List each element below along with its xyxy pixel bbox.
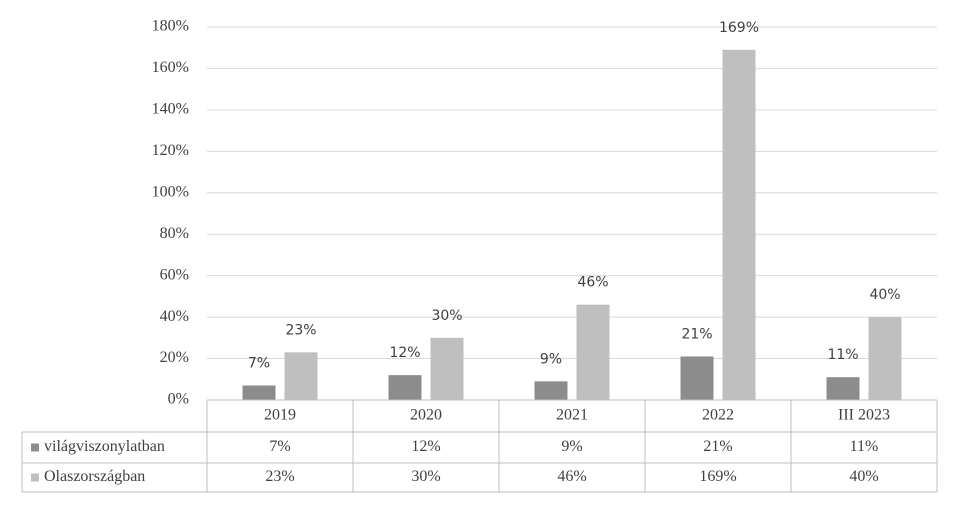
bar <box>430 337 464 400</box>
data-label: 30% <box>431 308 462 324</box>
x-tick-label: 2019 <box>264 407 296 424</box>
table-cell: 9% <box>561 438 582 455</box>
x-tick-label: 2022 <box>702 407 734 424</box>
bar <box>388 375 422 400</box>
x-tick-label: 2020 <box>410 407 442 424</box>
legend-swatch <box>31 443 39 452</box>
y-tick-label: 80% <box>160 225 189 242</box>
data-label: 12% <box>389 345 420 361</box>
y-tick-label: 100% <box>152 183 189 200</box>
bar <box>826 377 860 400</box>
y-tick-label: 40% <box>160 308 189 325</box>
x-tick-label: 2021 <box>556 407 588 424</box>
table-cell: 7% <box>269 438 290 455</box>
table-cell: 40% <box>849 468 878 485</box>
data-label: 23% <box>285 322 316 338</box>
bar <box>680 356 714 400</box>
bar <box>722 49 756 401</box>
table-cell: 46% <box>557 468 586 485</box>
data-label: 40% <box>869 287 900 303</box>
y-tick-label: 60% <box>160 266 189 283</box>
table-cell: 12% <box>411 438 440 455</box>
y-tick-label: 0% <box>168 391 189 408</box>
y-tick-label: 160% <box>152 59 189 76</box>
legend-swatch <box>31 473 39 482</box>
table-cell: 169% <box>699 468 736 485</box>
y-tick-label: 180% <box>152 18 189 35</box>
bar <box>576 304 610 400</box>
x-tick-label: III 2023 <box>838 407 890 424</box>
bar <box>868 317 902 400</box>
bar <box>284 352 318 400</box>
table-cell: 11% <box>850 438 879 455</box>
bar <box>534 381 568 400</box>
data-label: 11% <box>827 347 858 363</box>
y-tick-label: 20% <box>160 349 189 366</box>
table-cell: 23% <box>265 468 294 485</box>
legend-label: világviszonylatban <box>44 438 165 455</box>
legend-label: Olaszországban <box>44 468 145 485</box>
table-cell: 30% <box>411 468 440 485</box>
data-label: 7% <box>248 355 270 371</box>
data-label: 169% <box>719 20 759 36</box>
y-tick-label: 120% <box>152 142 189 159</box>
data-label: 46% <box>577 275 608 291</box>
table-cell: 21% <box>703 438 732 455</box>
data-label: 9% <box>540 351 562 367</box>
data-label: 21% <box>681 326 712 342</box>
y-tick-label: 140% <box>152 101 189 118</box>
bar <box>242 385 276 400</box>
